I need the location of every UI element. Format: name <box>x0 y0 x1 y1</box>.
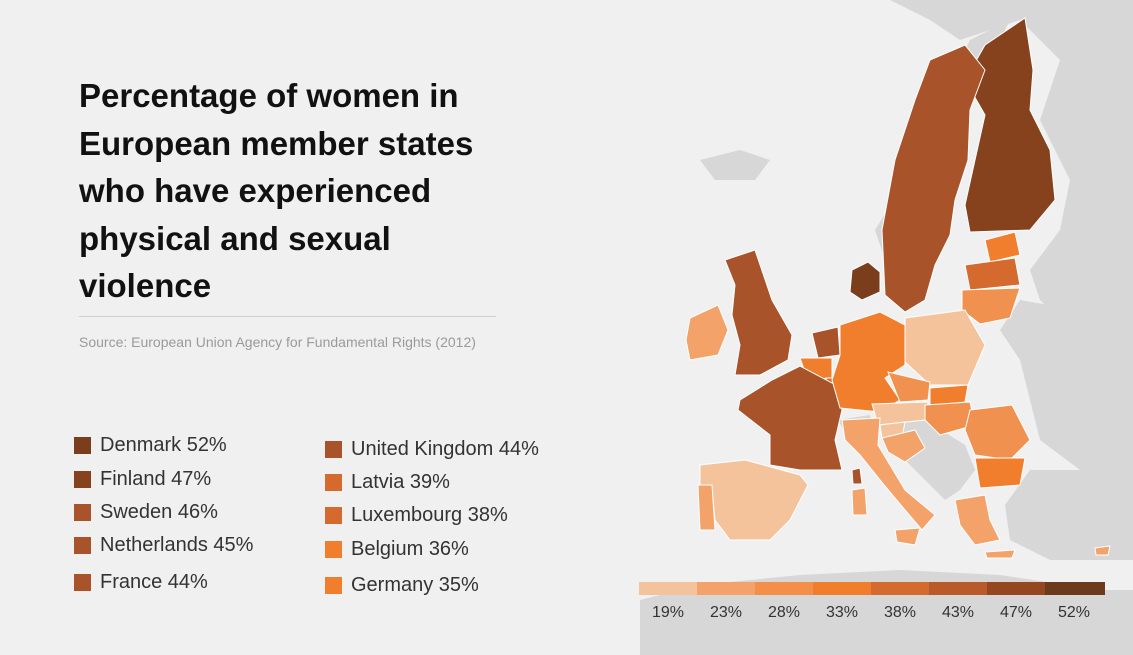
legend-item-united-kingdom: United Kingdom 44% <box>325 438 539 461</box>
legend-swatch <box>325 541 342 558</box>
scale-label-2: 23% <box>709 604 743 621</box>
scale-label-4: 33% <box>825 604 859 621</box>
europe-map <box>640 0 1133 655</box>
scale-label-6: 43% <box>941 604 975 621</box>
region-greece <box>954 494 1001 546</box>
legend-label: Latvia 39% <box>351 471 450 493</box>
region-netherlands <box>811 326 841 359</box>
legend-swatch <box>74 437 91 454</box>
legend-label: France 44% <box>100 571 208 593</box>
legend-label: Netherlands 45% <box>100 534 254 556</box>
legend-item-denmark: Denmark 52% <box>74 434 227 457</box>
legend-swatch <box>74 574 91 591</box>
region-estonia <box>984 231 1021 263</box>
land-north-russia <box>890 0 1133 330</box>
region-ireland <box>685 304 729 361</box>
region-cyprus <box>1094 545 1111 556</box>
region-bulgaria <box>974 457 1026 489</box>
scale-segment-4 <box>813 582 871 595</box>
scale-label-5: 38% <box>883 604 917 621</box>
legend-item-luxembourg: Luxembourg 38% <box>325 504 508 527</box>
scale-label-1: 19% <box>651 604 685 621</box>
region-finland <box>964 17 1056 233</box>
scale-segment-1 <box>639 582 697 595</box>
legend-swatch <box>74 471 91 488</box>
legend-item-belgium: Belgium 36% <box>325 538 469 561</box>
legend-label: Luxembourg 38% <box>351 504 508 526</box>
region-sicily <box>894 527 921 546</box>
scale-segment-2 <box>697 582 755 595</box>
region-italy <box>841 417 936 531</box>
legend-label: United Kingdom 44% <box>351 438 539 460</box>
region-portugal <box>697 484 716 531</box>
title-divider <box>79 316 496 317</box>
legend-item-latvia: Latvia 39% <box>325 471 450 494</box>
legend-label: Denmark 52% <box>100 434 227 456</box>
scale-segment-7 <box>987 582 1045 595</box>
scale-segment-5 <box>871 582 929 595</box>
legend-item-germany: Germany 35% <box>325 574 479 597</box>
region-spain <box>699 459 809 541</box>
legend-item-finland: Finland 47% <box>74 468 211 491</box>
scale-segment-8 <box>1045 582 1105 595</box>
legend-label: Finland 47% <box>100 468 212 490</box>
legend-label: Germany 35% <box>351 574 479 596</box>
legend-item-netherlands: Netherlands 45% <box>74 534 253 557</box>
region-germany <box>831 311 906 413</box>
region-romania <box>964 404 1031 461</box>
legend-label: Sweden 46% <box>100 501 218 523</box>
region-crete <box>984 549 1016 559</box>
region-lithuania <box>961 287 1021 325</box>
region-sardinia <box>851 487 868 516</box>
scale-segment-3 <box>755 582 813 595</box>
region-denmark <box>849 261 881 301</box>
region-hungary <box>924 401 976 436</box>
land-iceland <box>700 150 770 180</box>
region-croatia <box>881 429 926 463</box>
region-united-kingdom <box>724 249 793 376</box>
scale-label-8: 52% <box>1057 604 1091 621</box>
map-title: Percentage of women in European member s… <box>79 77 474 304</box>
legend-swatch <box>74 504 91 521</box>
member-states <box>685 17 1111 559</box>
region-france <box>737 365 843 471</box>
legend-swatch <box>325 441 342 458</box>
scale-label-7: 47% <box>999 604 1033 621</box>
land-russia-south <box>1000 300 1133 470</box>
region-poland <box>904 309 986 386</box>
region-latvia <box>964 257 1021 291</box>
legend-swatch <box>325 474 342 491</box>
legend-item-france: France 44% <box>74 571 208 594</box>
source-note: Source: European Union Agency for Fundam… <box>79 334 476 350</box>
land-turkey <box>1005 470 1133 560</box>
region-sweden <box>881 44 986 313</box>
legend-item-sweden: Sweden 46% <box>74 501 218 524</box>
region-czechia <box>887 371 931 403</box>
legend-label: Belgium 36% <box>351 538 469 560</box>
legend-swatch <box>74 537 91 554</box>
scale-segment-6 <box>929 582 987 595</box>
legend-swatch <box>325 507 342 524</box>
scale-label-3: 28% <box>767 604 801 621</box>
region-corsica <box>851 467 863 485</box>
legend-swatch <box>325 577 342 594</box>
